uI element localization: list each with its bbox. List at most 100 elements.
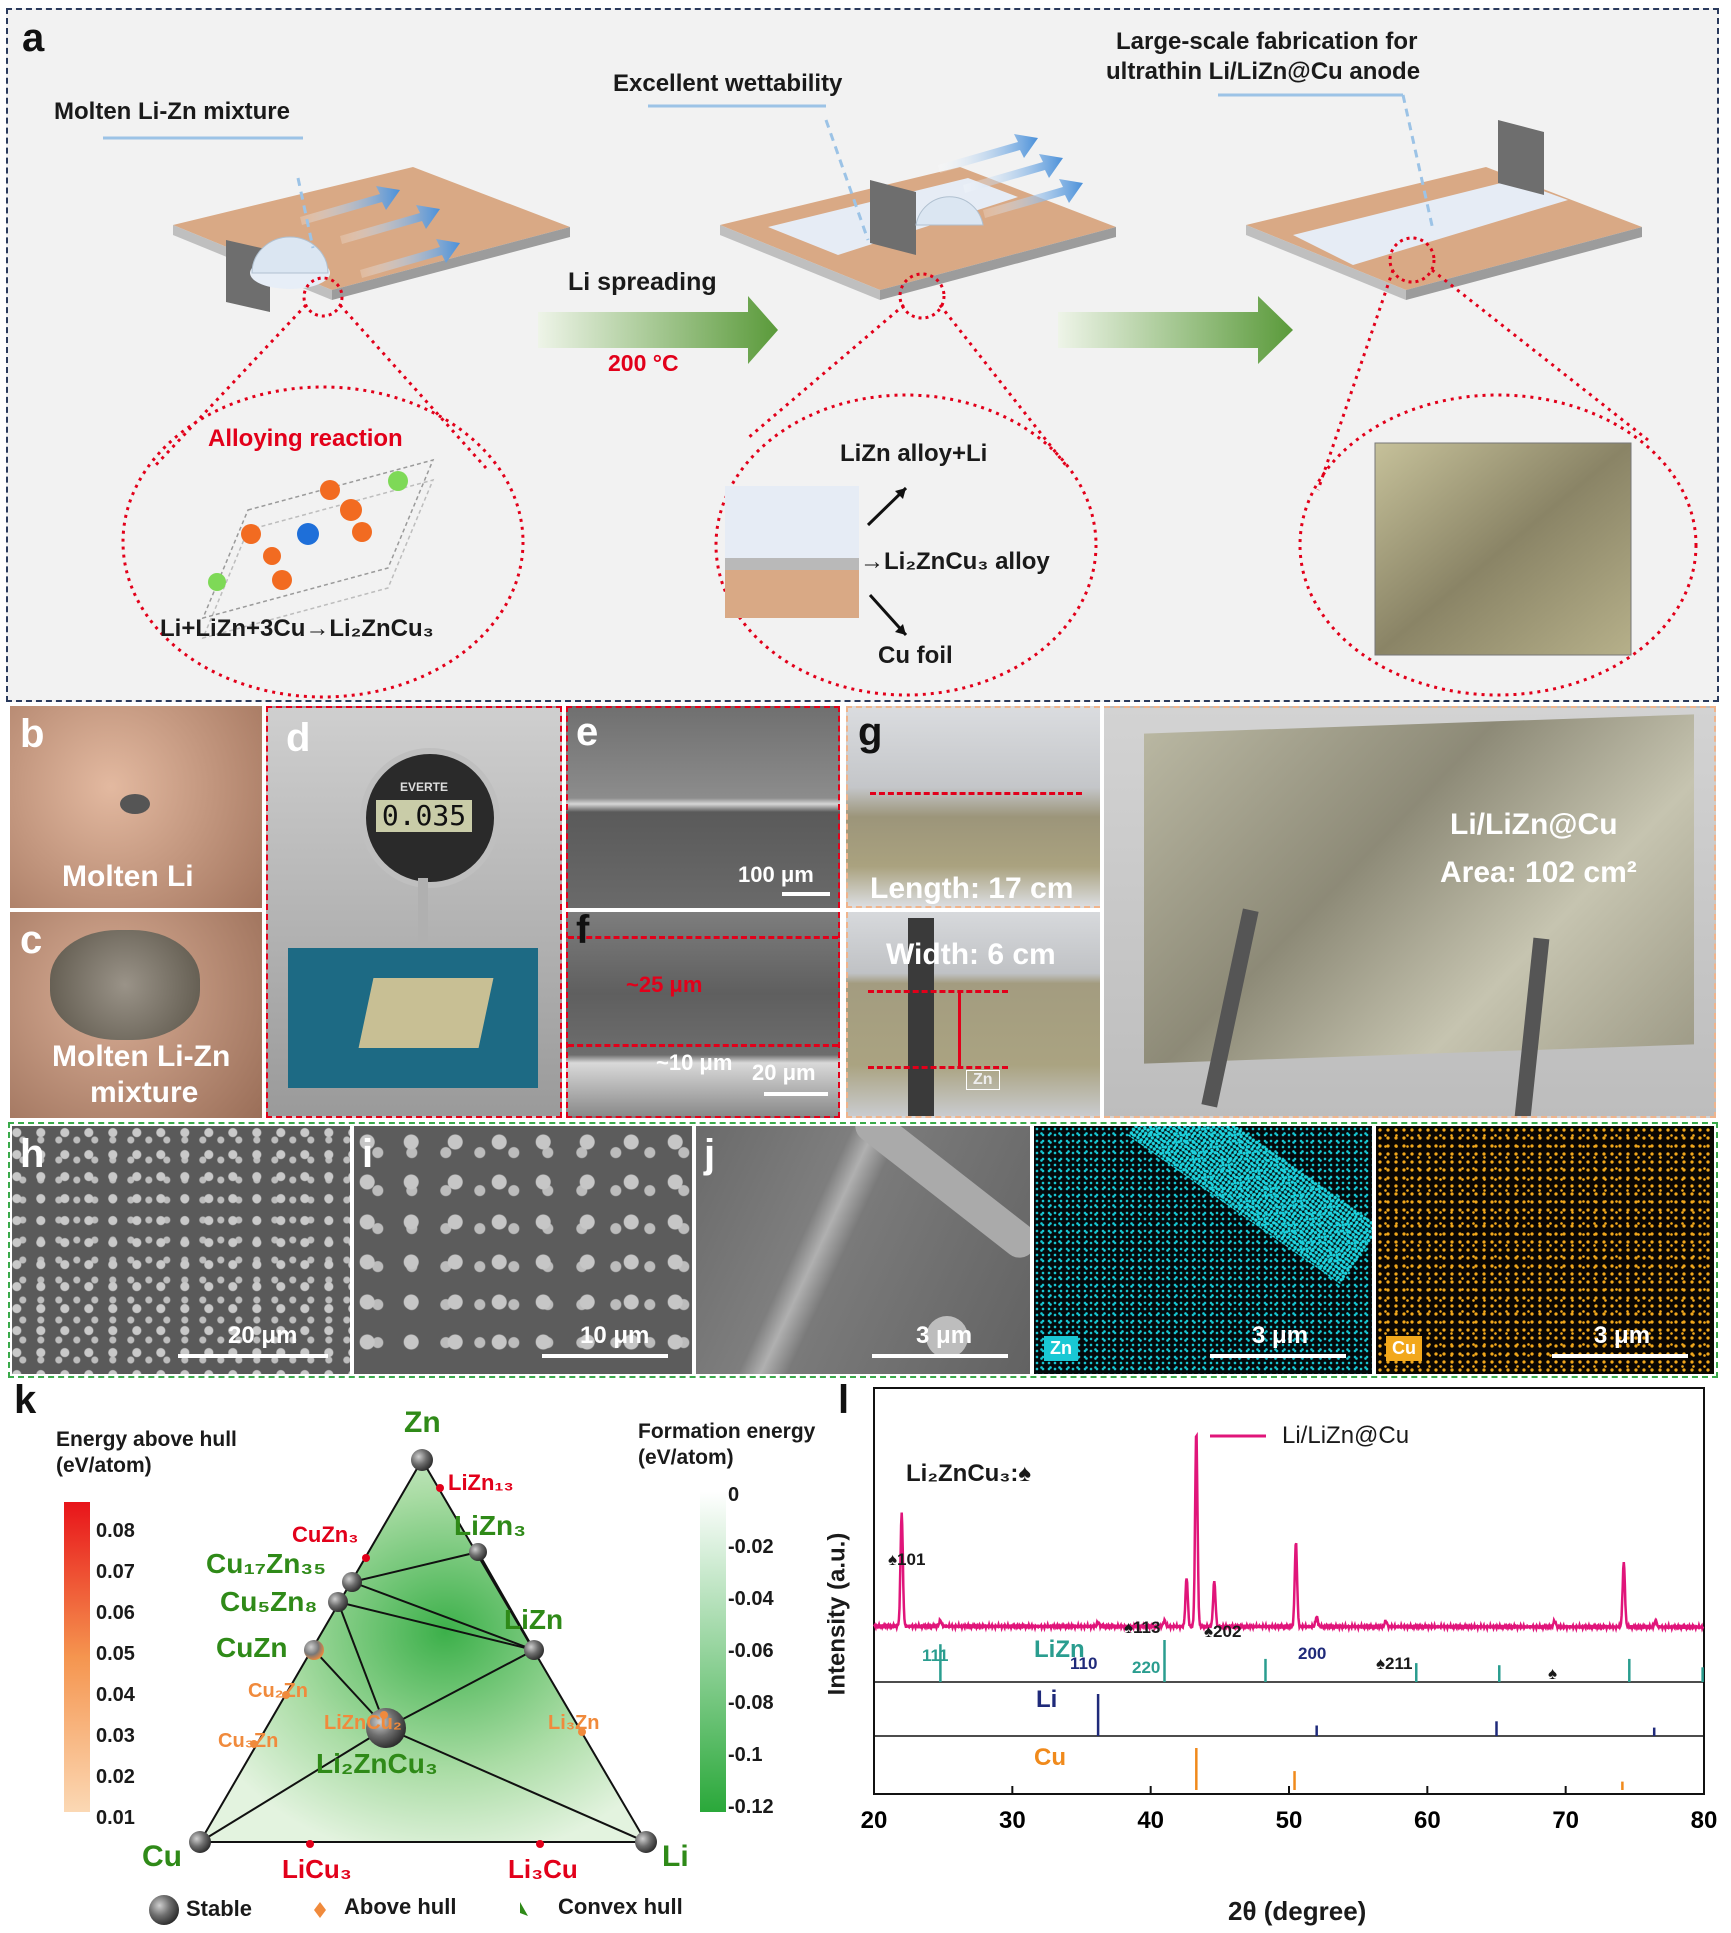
- panel-letter-e: e: [576, 710, 599, 754]
- phase-liznCu2: LiZnCu₂: [324, 1712, 402, 1734]
- zn-map-scale-bar: [1210, 1354, 1346, 1358]
- hull-tick: 0.01: [96, 1807, 135, 1829]
- layer-stack: [725, 486, 908, 637]
- panel-i-scale-bar: [542, 1354, 668, 1358]
- panel-i-scale-label: 10 μm: [580, 1322, 650, 1349]
- panel-h-scale-bar: [178, 1354, 328, 1358]
- xrd-legend-label: Li/LiZn@Cu: [1282, 1422, 1410, 1449]
- panel-cu-map: Cu 3 μm: [1376, 1126, 1714, 1374]
- width-label: Width: 6 cm: [886, 938, 1056, 971]
- molten-li-label: Molten Li: [62, 860, 194, 893]
- phase-cu17zn35: Cu₁₇Zn₃₅: [206, 1548, 327, 1579]
- phase-lizn13: LiZn₁₃: [448, 1470, 514, 1495]
- process-arrow-2: [1058, 296, 1293, 364]
- largescale-label-2: ultrathin Li/LiZn@Cu anode: [1106, 58, 1421, 85]
- phase-cu5zn8: Cu₅Zn₈: [220, 1586, 318, 1617]
- molten-mixture-label: Molten Li-Zn mixture: [54, 98, 290, 125]
- formation-tick: -0.06: [728, 1640, 774, 1662]
- panel-a: a Molten Li-Zn mixture Excellent wettabi…: [6, 8, 1719, 702]
- x-tick-label: 70: [1552, 1807, 1579, 1834]
- panel-j-scale-label: 3 μm: [916, 1322, 973, 1349]
- process-arrow-1: [538, 296, 778, 364]
- hull-tick: 0.03: [96, 1725, 135, 1747]
- panel-g-large-photo: Li/LiZn@Cu Area: 102 cm²: [1104, 706, 1716, 1118]
- panel-letter-d: d: [286, 716, 311, 760]
- formation-colorbar-ticks: 0 -0.02 -0.04 -0.06 -0.08 -0.1 -0.12: [728, 1484, 798, 1848]
- panel-letter-a: a: [22, 16, 45, 60]
- hull-tick: 0.08: [96, 1520, 135, 1542]
- x-tick-label: 80: [1691, 1807, 1718, 1834]
- legend-above-hull: Above hull: [344, 1894, 457, 1919]
- x-tick-label: 40: [1137, 1807, 1164, 1834]
- panel-letter-l: l: [838, 1378, 850, 1422]
- zoom-photo: [1298, 393, 1698, 697]
- layer-top-label: LiZn alloy+Li: [840, 440, 988, 467]
- layer-mid-label: →Li₂ZnCu₃ alloy: [860, 548, 1050, 575]
- formation-colorbar-title-1: Formation energy: [638, 1420, 816, 1443]
- panel-d-photo: 0.035 EVERTE d: [266, 706, 562, 1118]
- width-line-top: [868, 990, 1008, 993]
- panel-k: k Energy above hull (eV/atom) 0.08 0.07 …: [0, 1378, 850, 1933]
- panel-g-length-photo: g Length: 17 cm: [846, 706, 1100, 908]
- legend-convex-hull: Convex hull: [558, 1894, 683, 1919]
- phase-cu3zn: Cu₃Zn: [218, 1730, 279, 1752]
- above-hull-markers: [250, 1484, 586, 1848]
- panel-e-sem: e 100 μm: [566, 706, 840, 908]
- gauge-display: 0.035: [376, 800, 472, 832]
- hull-tick: 0.04: [96, 1684, 135, 1706]
- ruler: [908, 918, 934, 1116]
- panel-l: l 20 30 40 50 60 70 80 Li/LiZn@Cu Li₂ZnCu₃:♠ I…: [820, 1378, 1731, 1933]
- panel-i-sem: i 10 μm: [354, 1126, 692, 1374]
- xrd-chart: 20 30 40 50 60 70 80: [861, 1387, 1718, 1834]
- phase-li3cu: Li₃Cu: [508, 1854, 578, 1884]
- panel-g-width-photo: Width: 6 cm Zn: [846, 912, 1100, 1118]
- molten-li-droplet: [120, 794, 150, 814]
- plate-3: [1218, 93, 1642, 300]
- hull-colorbar: [64, 1502, 90, 1812]
- hull-tick: 0.02: [96, 1766, 135, 1788]
- thickness-top: ~25 μm: [626, 972, 703, 997]
- formation-colorbar: [700, 1492, 726, 1812]
- zoom-layers: [714, 393, 1098, 697]
- phase-cuzn3: CuZn₃: [292, 1522, 359, 1547]
- anode-photo: [1375, 443, 1631, 655]
- formation-colorbar-title-2: (eV/atom): [638, 1446, 734, 1469]
- stable-phase-markers: [189, 1449, 657, 1853]
- panel-e-scale-label: 100 μm: [738, 862, 814, 887]
- alloying-label: Alloying reaction: [208, 425, 403, 452]
- ternary-phase-diagram: [64, 1449, 726, 1925]
- panel-b-photo: b Molten Li: [10, 706, 262, 908]
- panel-letter-k: k: [14, 1378, 37, 1422]
- formation-tick: -0.08: [728, 1692, 774, 1714]
- formation-tick: -0.1: [728, 1744, 763, 1766]
- panel-letter-i: i: [362, 1132, 374, 1176]
- panel-zn-map: Zn 3 μm: [1034, 1126, 1372, 1374]
- peak-label-200: 200: [1298, 1644, 1327, 1663]
- ref-cu-label: Cu: [1034, 1744, 1066, 1771]
- panel-letter-c: c: [20, 918, 43, 962]
- ref-lizn-label: LiZn: [1034, 1636, 1085, 1663]
- ref-li-label: Li: [1036, 1686, 1058, 1713]
- hull-colorbar-ticks: 0.08 0.07 0.06 0.05 0.04 0.03 0.02 0.01: [96, 1520, 156, 1848]
- x-tick-label: 20: [861, 1807, 888, 1834]
- phase-li3zn: Li₃Zn: [548, 1712, 600, 1734]
- convex-hull-edges: [199, 1551, 647, 1843]
- cu-map-scale-label: 3 μm: [1594, 1322, 1651, 1349]
- sem-row-frame: [8, 1122, 1718, 1378]
- panel-letter-j: j: [704, 1132, 716, 1176]
- panel-j-sem: j 3 μm: [696, 1126, 1030, 1374]
- temperature-label: 200 °C: [608, 350, 679, 376]
- length-label: Length: 17 cm: [870, 872, 1074, 905]
- panel-letter-h: h: [20, 1132, 45, 1176]
- panel-h-sem: h 20 μm: [12, 1126, 350, 1374]
- product-label: Li/LiZn@Cu: [1450, 808, 1618, 841]
- spreading-label: Li spreading: [568, 268, 717, 296]
- peak-label-110: 110: [1070, 1654, 1098, 1673]
- x-tick-label: 60: [1414, 1807, 1441, 1834]
- wettability-label: Excellent wettability: [613, 70, 843, 97]
- phase-licu3: LiCu₃: [282, 1854, 352, 1884]
- panel-f-scale-label: 20 μm: [752, 1060, 816, 1085]
- gauge-brand: EVERTE: [400, 780, 449, 794]
- phase-lizn: LiZn: [504, 1604, 564, 1635]
- x-tick-label: 30: [999, 1807, 1026, 1834]
